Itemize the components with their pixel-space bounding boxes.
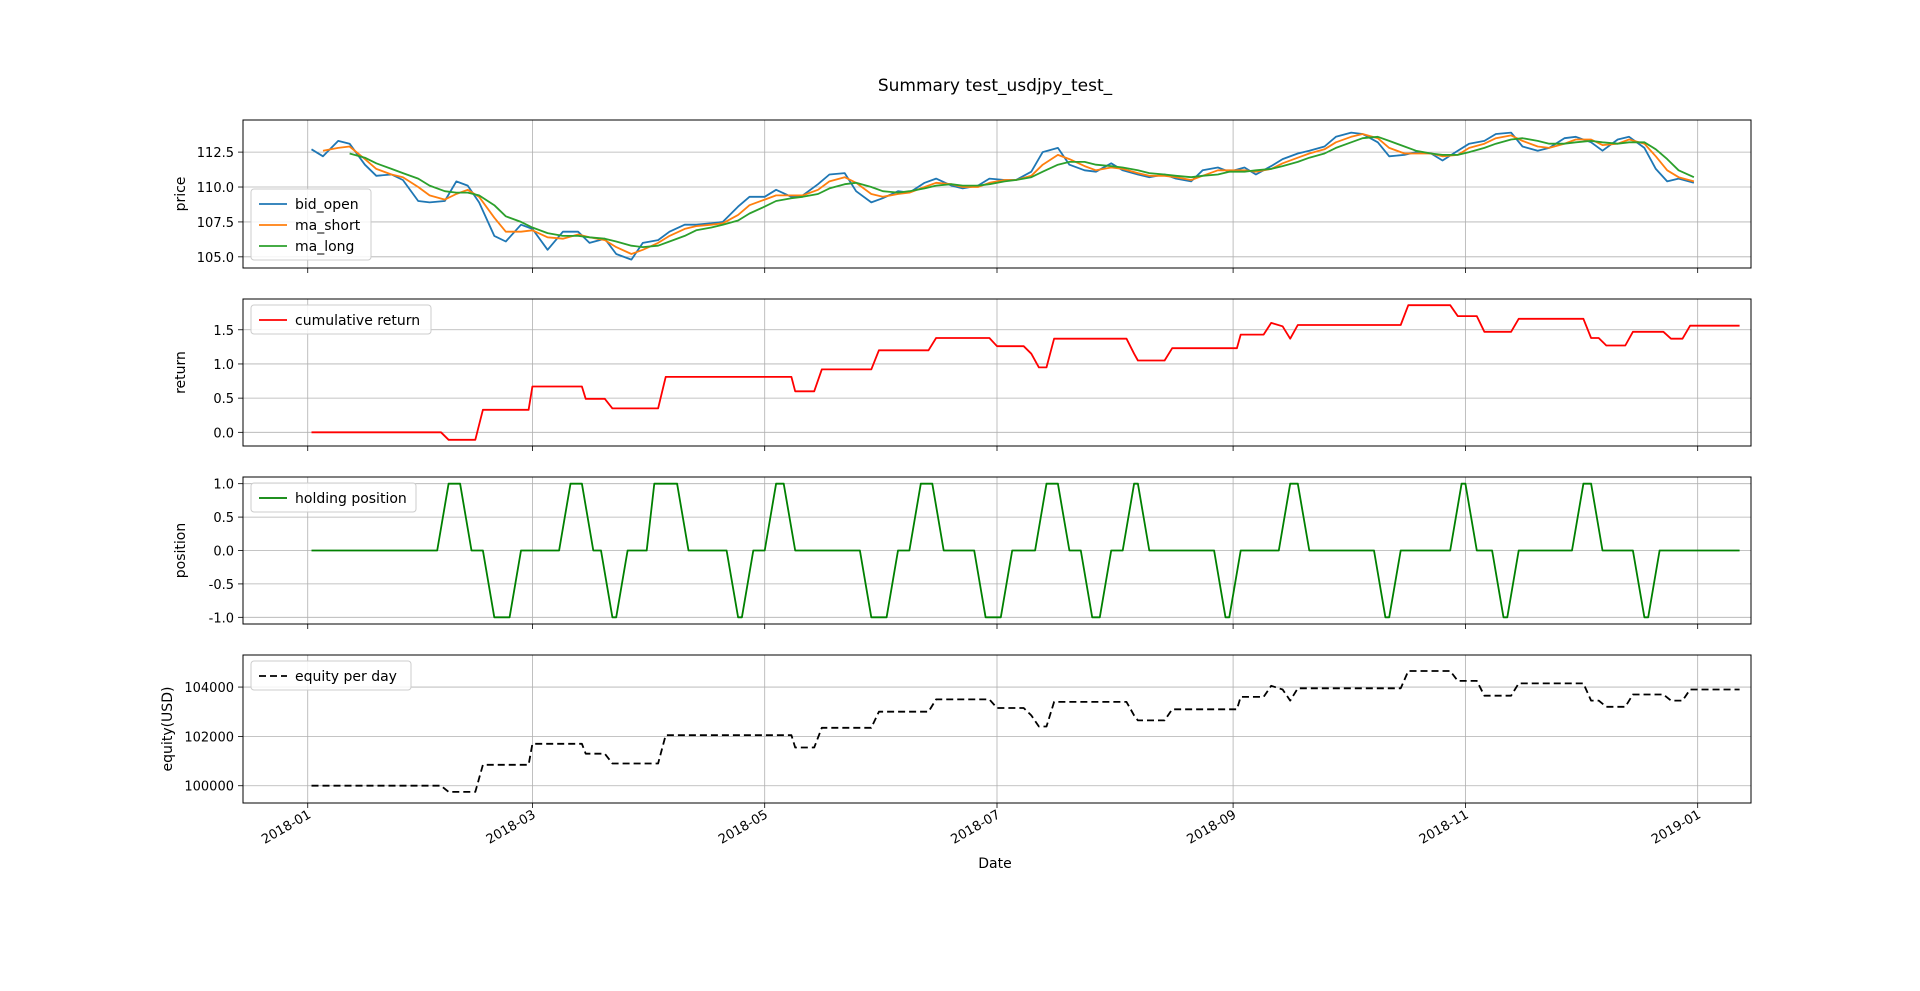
y-tick-label: -0.5	[209, 578, 234, 593]
y-tick-label: 107.5	[197, 216, 234, 231]
axes-frame	[242, 119, 1752, 269]
legend-box	[250, 188, 372, 261]
y-tick-label: -1.0	[209, 611, 234, 626]
legend-box	[250, 660, 412, 691]
legend: equity per day	[250, 660, 412, 691]
legend-label: ma_long	[295, 239, 354, 255]
series-line-equity-per-day	[311, 670, 1740, 793]
y-axis-label: equity(USD)	[160, 687, 176, 772]
subplots: 105.0 107.5 110.0 112.5 price bid_open ma_shor…	[160, 119, 1752, 808]
legend-label: holding position	[295, 491, 407, 507]
legend-label: equity per day	[295, 669, 397, 685]
subplot-3: -1.0 -0.5 0.0 0.5 1.0 position holding positio…	[173, 476, 1752, 629]
y-tick-label: 0.0	[213, 545, 234, 560]
legend-box	[250, 304, 432, 335]
legend: bid_open ma_short ma_long	[250, 188, 372, 261]
legend-box	[250, 482, 417, 513]
chart-title: Summary test_usdjpy_test_	[878, 76, 1113, 96]
legend-label: ma_short	[295, 218, 361, 234]
series-line-ma-long	[349, 135, 1695, 249]
y-tick-label: 104000	[184, 681, 234, 696]
y-tick-label: 1.5	[213, 324, 234, 339]
axes-frame	[242, 298, 1752, 447]
y-axis-label: price	[173, 177, 189, 212]
y-tick-label: 100000	[184, 780, 234, 795]
legend: cumulative return	[250, 304, 432, 335]
y-tick-label: 102000	[184, 730, 234, 745]
y-tick-label: 110.0	[197, 181, 234, 196]
y-tick-label: 0.5	[213, 392, 234, 407]
legend: holding position	[250, 482, 417, 513]
x-axis-label: Date	[978, 856, 1011, 872]
y-tick-label: 1.0	[213, 358, 234, 373]
y-tick-label: 105.0	[197, 251, 234, 266]
series-line-holding-position	[311, 482, 1740, 619]
y-tick-label: 0.0	[213, 426, 234, 441]
y-axis-label: position	[173, 523, 189, 578]
legend-label: cumulative return	[295, 313, 420, 329]
subplot-2: 0.0 0.5 1.0 1.5 return cumulative return	[173, 298, 1752, 451]
y-axis-label: return	[173, 351, 189, 394]
subplot-4: 100000 102000 104000 equity(USD) equity per …	[160, 654, 1752, 808]
series-line-cumulative-return	[311, 304, 1740, 441]
legend-label: bid_open	[295, 197, 359, 213]
axes-frame	[242, 476, 1752, 625]
axes-frame	[242, 654, 1752, 804]
y-tick-label: 112.5	[197, 146, 234, 161]
subplot-1: 105.0 107.5 110.0 112.5 price bid_open ma_shor…	[173, 119, 1752, 273]
y-tick-label: 1.0	[213, 478, 234, 493]
y-tick-label: 0.5	[213, 511, 234, 526]
